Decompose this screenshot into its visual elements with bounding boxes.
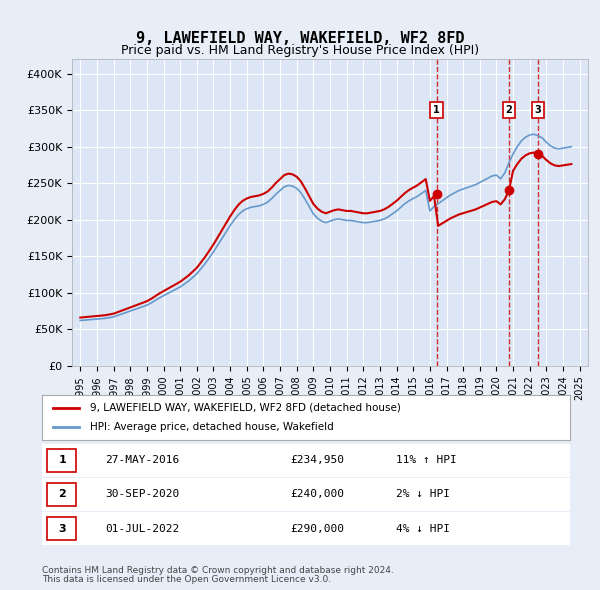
FancyBboxPatch shape [47,517,76,540]
Text: HPI: Average price, detached house, Wakefield: HPI: Average price, detached house, Wake… [89,422,333,432]
Text: 9, LAWEFIELD WAY, WAKEFIELD, WF2 8FD (detached house): 9, LAWEFIELD WAY, WAKEFIELD, WF2 8FD (de… [89,403,400,412]
Text: Price paid vs. HM Land Registry's House Price Index (HPI): Price paid vs. HM Land Registry's House … [121,44,479,57]
Text: 9, LAWEFIELD WAY, WAKEFIELD, WF2 8FD: 9, LAWEFIELD WAY, WAKEFIELD, WF2 8FD [136,31,464,46]
FancyBboxPatch shape [47,448,76,472]
Text: £240,000: £240,000 [290,490,344,499]
Text: 1: 1 [58,455,66,465]
Text: 4% ↓ HPI: 4% ↓ HPI [396,524,450,533]
Text: Contains HM Land Registry data © Crown copyright and database right 2024.: Contains HM Land Registry data © Crown c… [42,566,394,575]
Text: 30-SEP-2020: 30-SEP-2020 [106,490,179,499]
Text: 27-MAY-2016: 27-MAY-2016 [106,455,179,465]
Text: 3: 3 [58,524,66,533]
Text: £290,000: £290,000 [290,524,344,533]
Text: 11% ↑ HPI: 11% ↑ HPI [396,455,457,465]
Text: 2: 2 [58,490,66,499]
Text: 3: 3 [535,105,541,115]
Text: 1: 1 [433,105,440,115]
Text: £234,950: £234,950 [290,455,344,465]
Text: 2% ↓ HPI: 2% ↓ HPI [396,490,450,499]
FancyBboxPatch shape [47,483,76,506]
Text: This data is licensed under the Open Government Licence v3.0.: This data is licensed under the Open Gov… [42,575,331,584]
Text: 2: 2 [506,105,512,115]
Text: 01-JUL-2022: 01-JUL-2022 [106,524,179,533]
